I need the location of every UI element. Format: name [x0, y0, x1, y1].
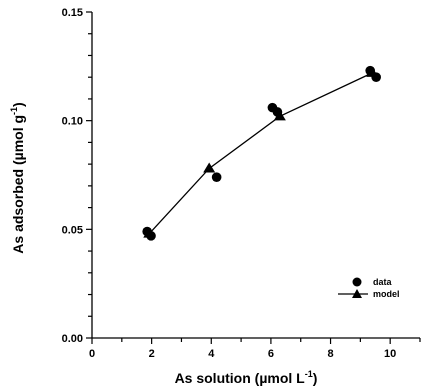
model-point: [203, 162, 216, 173]
legend-model-label: model: [373, 289, 400, 299]
y-tick-label: 0.15: [62, 7, 83, 19]
axes: [91, 12, 420, 339]
legend: data model: [338, 277, 400, 299]
y-tick-label: 0.10: [62, 116, 83, 128]
x-tick-label: 6: [268, 348, 274, 360]
x-tick-label: 4: [208, 348, 215, 360]
model-line: [148, 72, 373, 235]
y-ticks: 0.00 0.05 0.10 0.15: [62, 7, 92, 345]
x-tick-label: 10: [384, 348, 396, 360]
y-tick-label: 0.05: [62, 224, 83, 236]
data-point: [211, 172, 222, 182]
x-tick-label: 2: [149, 348, 155, 360]
legend-data-marker: [352, 277, 362, 287]
x-tick-label: 0: [89, 348, 95, 360]
y-tick-label: 0.00: [62, 333, 83, 345]
legend-data-label: data: [373, 277, 393, 287]
x-ticks: 0 2 4 6 8 10: [89, 338, 421, 360]
series-layer: [142, 65, 381, 241]
data-point: [365, 65, 376, 76]
legend-model-marker: [352, 289, 362, 298]
x-axis-label: As solution (µmol L-1): [175, 369, 318, 386]
data-point: [146, 231, 156, 241]
x-tick-label: 8: [327, 348, 333, 360]
data-point: [371, 72, 381, 82]
data-point: [272, 107, 283, 117]
y-axis-label: As adsorbed (µmol g-1): [9, 102, 26, 253]
